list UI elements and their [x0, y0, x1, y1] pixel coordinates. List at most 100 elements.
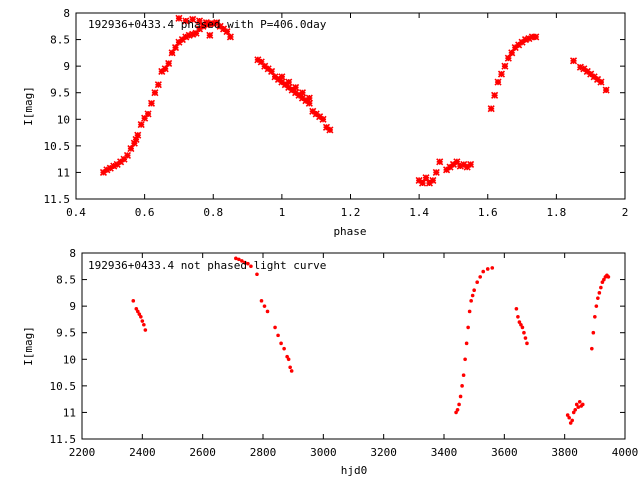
data-point [134, 307, 139, 311]
data-point [463, 163, 471, 171]
data-point [288, 86, 296, 94]
data-point [216, 22, 224, 30]
y-tick-label: 11 [63, 406, 76, 419]
data-point [565, 413, 570, 417]
data-point [454, 410, 458, 415]
data-point [292, 83, 300, 91]
x-tick-label: 1 [279, 206, 286, 219]
data-point [265, 309, 270, 314]
x-tick-label: 1.2 [341, 206, 361, 219]
data-point [147, 99, 156, 107]
data-point [580, 65, 588, 73]
data-point [281, 81, 289, 89]
data-point [487, 105, 495, 113]
data-point [206, 31, 214, 39]
data-point [134, 131, 142, 139]
data-point [432, 168, 440, 176]
data-point [243, 260, 247, 265]
data-point [254, 56, 262, 64]
data-point [497, 70, 506, 78]
data-point [316, 113, 324, 121]
y-tick-label: 11 [57, 166, 70, 179]
data-point [583, 67, 591, 76]
data-point [518, 38, 526, 46]
data-point [522, 330, 526, 335]
data-point [326, 126, 334, 134]
data-point [305, 94, 313, 102]
data-point [590, 73, 598, 81]
data-point [264, 65, 272, 73]
y-tick-label: 8 [69, 247, 76, 260]
data-point [289, 369, 294, 373]
data-point [158, 67, 166, 76]
data-point [467, 160, 475, 169]
data-point [600, 280, 605, 285]
data-point [113, 160, 121, 169]
data-point [521, 36, 530, 44]
x-axis-label: hjd0 [341, 464, 368, 477]
data-point [246, 261, 250, 266]
y-tick-label: 10 [57, 113, 70, 126]
data-point [449, 160, 458, 169]
x-tick-label: 2200 [69, 446, 96, 459]
data-point [576, 405, 581, 409]
axis-ticks: 0.4 0.6 0.8 1 1.2 1.4 1.6 1.8 2 8 8.5 9 9.5 10 10.5 11 1… [44, 7, 629, 219]
data-point [199, 22, 207, 30]
data-point [195, 25, 204, 33]
data-point [285, 83, 293, 91]
data-point [110, 162, 118, 170]
data-point [504, 54, 512, 62]
data-point [464, 341, 469, 346]
data-point [137, 121, 145, 129]
data-point [602, 277, 606, 282]
data-point [165, 59, 173, 68]
y-tick-label: 9.5 [56, 327, 76, 340]
data-point [602, 86, 610, 94]
data-point [516, 314, 520, 319]
data-point [161, 65, 169, 73]
data-point [154, 81, 162, 89]
data-point [292, 89, 300, 97]
x-tick-label: 2400 [129, 446, 156, 459]
x-tick-label: 3000 [310, 446, 337, 459]
data-point [606, 275, 611, 279]
data-point [131, 299, 136, 303]
data-point [312, 110, 320, 118]
x-tick-label: 4000 [612, 446, 639, 459]
data-point [455, 407, 460, 412]
data-point [466, 325, 470, 330]
y-tick-label: 10.5 [50, 380, 77, 393]
data-point [490, 266, 495, 270]
plot-frame [75, 12, 626, 200]
data-point [458, 394, 463, 399]
data-point [137, 312, 142, 316]
data-point [593, 314, 597, 319]
data-point [525, 341, 529, 346]
data-point [136, 309, 140, 314]
chart-title: 192936+0433.4 not phased light curve [88, 259, 326, 272]
data-point [520, 325, 525, 330]
data-point [278, 78, 286, 86]
data-point [143, 328, 148, 332]
data-point [142, 322, 146, 327]
phased-light-curve-panel: 0.4 0.6 0.8 1 1.2 1.4 1.6 1.8 2 8 8.5 9 9.5 10 10.5 11 1… [22, 7, 628, 238]
data-point [597, 291, 602, 295]
data-point [237, 257, 241, 262]
data-point [268, 67, 276, 76]
data-point [209, 20, 217, 28]
data-point [485, 267, 490, 271]
data-point [425, 179, 433, 187]
data-point [286, 357, 291, 362]
data-point [594, 304, 599, 308]
y-tick-label: 8.5 [56, 274, 76, 287]
data-point [276, 333, 280, 338]
y-tick-label: 8.5 [50, 34, 70, 47]
data-point [481, 269, 486, 274]
data-point [597, 78, 605, 86]
data-point [182, 33, 190, 41]
y-tick-label: 10 [63, 353, 76, 366]
data-point [599, 285, 603, 290]
data-point [127, 144, 135, 153]
data-point [511, 43, 519, 52]
data-point [259, 299, 264, 303]
